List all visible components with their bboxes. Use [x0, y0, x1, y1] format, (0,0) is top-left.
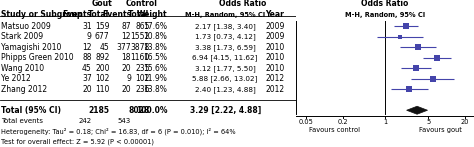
Text: 5: 5: [426, 119, 430, 125]
Text: 13.8%: 13.8%: [144, 43, 167, 52]
Text: Test for overall effect: Z = 5.92 (P < 0.00001): Test for overall effect: Z = 5.92 (P < 0…: [0, 138, 154, 145]
Text: 15.6%: 15.6%: [143, 64, 167, 73]
Text: 9: 9: [126, 74, 131, 83]
Text: 10.8%: 10.8%: [144, 32, 167, 41]
Text: Total: Total: [128, 10, 150, 19]
Text: 3.12 [1.77, 5.50]: 3.12 [1.77, 5.50]: [195, 65, 255, 72]
Text: 1552: 1552: [130, 32, 150, 41]
Text: 2009: 2009: [265, 22, 284, 31]
Text: Total events: Total events: [0, 118, 43, 124]
Text: 677: 677: [95, 32, 109, 41]
Text: 100.0%: 100.0%: [136, 106, 167, 115]
Text: 13.8%: 13.8%: [144, 85, 167, 94]
Text: 2012: 2012: [265, 85, 284, 94]
Text: 12: 12: [121, 32, 131, 41]
Text: 235: 235: [135, 64, 150, 73]
Text: 242: 242: [79, 118, 92, 124]
Text: 2010: 2010: [265, 43, 284, 52]
Text: Wang 2010: Wang 2010: [0, 64, 44, 73]
Text: Gout: Gout: [92, 0, 113, 8]
Text: 3878: 3878: [130, 43, 150, 52]
Text: 102: 102: [135, 74, 150, 83]
Text: M-H, Random, 95% CI: M-H, Random, 95% CI: [185, 12, 265, 18]
Text: Favours gout: Favours gout: [419, 127, 462, 133]
Text: 110: 110: [95, 85, 109, 94]
Text: 2010: 2010: [265, 53, 284, 62]
Text: 16.5%: 16.5%: [143, 53, 167, 62]
Text: 11.9%: 11.9%: [144, 74, 167, 83]
Text: 3.38 [1.73, 6.59]: 3.38 [1.73, 6.59]: [195, 44, 255, 51]
Text: 20: 20: [121, 85, 131, 94]
Text: Zhang 2012: Zhang 2012: [0, 85, 47, 94]
Text: Phipps Green 2010: Phipps Green 2010: [0, 53, 73, 62]
Text: Events: Events: [102, 10, 131, 19]
Text: Total: Total: [88, 10, 109, 19]
Text: Events: Events: [63, 10, 92, 19]
Text: 2185: 2185: [89, 106, 109, 115]
Text: 6.94 [4.15, 11.62]: 6.94 [4.15, 11.62]: [192, 54, 258, 61]
Text: 1: 1: [383, 119, 387, 125]
Text: Ye 2012: Ye 2012: [0, 74, 30, 83]
Text: Favours control: Favours control: [310, 127, 360, 133]
Text: 87: 87: [121, 22, 131, 31]
Text: 5.88 [2.66, 13.02]: 5.88 [2.66, 13.02]: [192, 75, 258, 82]
Text: 17.6%: 17.6%: [143, 22, 167, 31]
Text: 892: 892: [95, 53, 109, 62]
Text: Weight: Weight: [137, 10, 167, 19]
Text: Heterogeneity: Tau² = 0.18; Chi² = 16.83, df = 6 (P = 0.010); I² = 64%: Heterogeneity: Tau² = 0.18; Chi² = 16.83…: [0, 127, 235, 135]
Text: Study or Subgroup: Study or Subgroup: [0, 10, 82, 19]
Text: 865: 865: [135, 22, 150, 31]
Text: Control: Control: [126, 0, 158, 8]
Text: 2.17 [1.38, 3.40]: 2.17 [1.38, 3.40]: [195, 23, 255, 30]
Text: 2012: 2012: [265, 74, 284, 83]
Text: Matsuo 2009: Matsuo 2009: [0, 22, 50, 31]
Text: 102: 102: [95, 74, 109, 83]
Text: 2010: 2010: [265, 64, 284, 73]
Polygon shape: [407, 106, 428, 114]
Text: 236: 236: [135, 85, 150, 94]
Text: Yamagishi 2010: Yamagishi 2010: [0, 43, 61, 52]
Text: 88: 88: [82, 53, 92, 62]
Text: 9: 9: [87, 32, 92, 41]
Text: Odds Ratio: Odds Ratio: [219, 0, 266, 8]
Text: 45: 45: [100, 43, 109, 52]
Text: 37: 37: [82, 74, 92, 83]
Text: 12: 12: [82, 43, 92, 52]
Text: 543: 543: [118, 118, 131, 124]
Text: 31: 31: [82, 22, 92, 31]
Text: 200: 200: [95, 64, 109, 73]
Text: 3.29 [2.22, 4.88]: 3.29 [2.22, 4.88]: [190, 106, 261, 115]
Text: 159: 159: [95, 22, 109, 31]
Text: M-H, Random, 95% CI: M-H, Random, 95% CI: [345, 12, 425, 18]
Text: 1160: 1160: [130, 53, 150, 62]
Text: 2.40 [1.23, 4.88]: 2.40 [1.23, 4.88]: [195, 86, 255, 93]
Text: 2009: 2009: [265, 32, 284, 41]
Text: Odds Ratio: Odds Ratio: [362, 0, 409, 8]
Text: 18: 18: [121, 53, 131, 62]
Text: 1.73 [0.73, 4.12]: 1.73 [0.73, 4.12]: [195, 33, 255, 40]
Text: 0.05: 0.05: [298, 119, 313, 125]
Text: 45: 45: [82, 64, 92, 73]
Text: 0.2: 0.2: [337, 119, 348, 125]
Text: 8028: 8028: [128, 106, 150, 115]
Text: 20: 20: [82, 85, 92, 94]
Text: Total (95% CI): Total (95% CI): [0, 106, 61, 115]
Text: Year: Year: [265, 10, 284, 19]
Text: 20: 20: [461, 119, 469, 125]
Text: Stark 2009: Stark 2009: [0, 32, 43, 41]
Text: 377: 377: [116, 43, 131, 52]
Text: 20: 20: [121, 64, 131, 73]
